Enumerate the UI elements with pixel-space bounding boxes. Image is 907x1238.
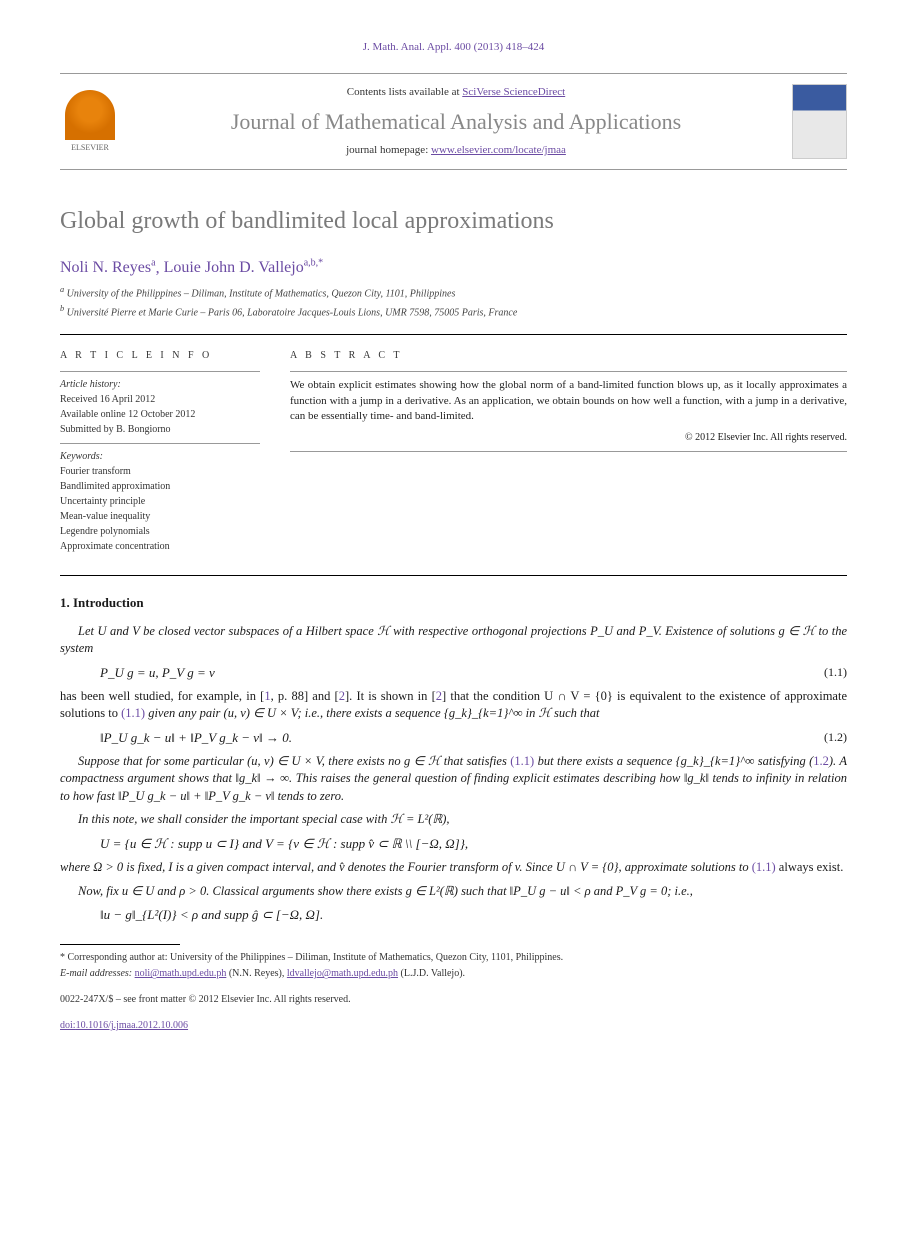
keyword: Approximate concentration — [60, 540, 260, 554]
article-info-header: A R T I C L E I N F O — [60, 349, 260, 363]
sciencedirect-link[interactable]: SciVerse ScienceDirect — [462, 86, 565, 98]
contents-line: Contents lists available at SciVerse Sci… — [135, 85, 777, 100]
elsevier-logo: ELSEVIER — [60, 87, 120, 157]
journal-name: Journal of Mathematical Analysis and App… — [135, 109, 777, 135]
equation-1-1: P_U g = u, P_V g = v (1.1) — [60, 664, 847, 682]
affiliation-a: a University of the Philippines – Dilima… — [60, 284, 847, 301]
intro-p4: In this note, we shall consider the impo… — [60, 811, 847, 829]
keyword: Bandlimited approximation — [60, 480, 260, 494]
email-link-1[interactable]: noli@math.upd.edu.ph — [135, 968, 227, 979]
equation-uv-def: U = {u ∈ ℋ : supp u ⊂ I} and V = {v ∈ ℋ … — [60, 835, 847, 853]
authors: Noli N. Reyesa, Louie John D. Vallejoa,b… — [60, 257, 847, 280]
eqref-1-1c[interactable]: (1.1) — [752, 860, 776, 874]
eqref-1-2[interactable]: 1.2 — [813, 754, 829, 768]
author-2: Louie John D. Vallejoa,b,* — [164, 259, 324, 276]
keywords-label: Keywords: — [60, 450, 260, 464]
abstract-copyright: © 2012 Elsevier Inc. All rights reserved… — [290, 431, 847, 445]
abstract-text: We obtain explicit estimates showing how… — [290, 378, 847, 424]
homepage-link[interactable]: www.elsevier.com/locate/jmaa — [431, 144, 566, 156]
history-label: Article history: — [60, 378, 260, 392]
abstract-header: A B S T R A C T — [290, 349, 847, 363]
contents-prefix: Contents lists available at — [347, 86, 462, 98]
elsevier-label: ELSEVIER — [71, 142, 109, 153]
elsevier-tree-icon — [65, 90, 115, 140]
affiliation-b: b Université Pierre et Marie Curie – Par… — [60, 303, 847, 320]
front-matter: 0022-247X/$ – see front matter © 2012 El… — [60, 993, 847, 1007]
header-center: Contents lists available at SciVerse Sci… — [135, 85, 777, 158]
doi-link[interactable]: doi:10.1016/j.jmaa.2012.10.006 — [60, 1020, 188, 1031]
info-abstract-row: A R T I C L E I N F O Article history: R… — [60, 349, 847, 555]
citation-header: J. Math. Anal. Appl. 400 (2013) 418–424 — [60, 40, 847, 55]
journal-cover-thumbnail — [792, 84, 847, 159]
corresponding-author-footnote: * Corresponding author at: University of… — [60, 951, 847, 965]
submitted-by: Submitted by B. Bongiorno — [60, 423, 260, 437]
author-1: Noli N. Reyesa — [60, 259, 156, 276]
intro-p2: has been well studied, for example, in [… — [60, 688, 847, 723]
footnote-divider — [60, 944, 180, 945]
article-info-column: A R T I C L E I N F O Article history: R… — [60, 349, 260, 555]
abstract-column: A B S T R A C T We obtain explicit estim… — [290, 349, 847, 555]
eqref-1-1b[interactable]: (1.1) — [510, 754, 534, 768]
intro-p3: Suppose that for some particular (u, v) … — [60, 753, 847, 806]
divider — [60, 575, 847, 576]
received-date: Received 16 April 2012 — [60, 393, 260, 407]
eqref-1-1[interactable]: (1.1) — [121, 706, 145, 720]
intro-p6: Now, fix u ∈ U and ρ > 0. Classical argu… — [60, 883, 847, 901]
keyword: Mean-value inequality — [60, 510, 260, 524]
homepage-line: journal homepage: www.elsevier.com/locat… — [135, 143, 777, 158]
article-title: Global growth of bandlimited local appro… — [60, 205, 847, 239]
email-link-2[interactable]: ldvallejo@math.upd.edu.ph — [287, 968, 398, 979]
section-intro-header: 1. Introduction — [60, 594, 847, 612]
equation-norm-supp: ‖u − g‖_{L²(I)} < ρ and supp ĝ ⊂ [−Ω, Ω]… — [60, 906, 847, 924]
intro-p1: Let U and V be closed vector subspaces o… — [60, 623, 847, 658]
online-date: Available online 12 October 2012 — [60, 408, 260, 422]
equation-number: (1.1) — [824, 664, 847, 681]
keyword: Fourier transform — [60, 465, 260, 479]
doi-line: doi:10.1016/j.jmaa.2012.10.006 — [60, 1019, 847, 1033]
intro-p5: where Ω > 0 is fixed, I is a given compa… — [60, 859, 847, 877]
keyword: Legendre polynomials — [60, 525, 260, 539]
divider — [60, 334, 847, 335]
homepage-prefix: journal homepage: — [346, 144, 431, 156]
journal-header: ELSEVIER Contents lists available at Sci… — [60, 73, 847, 170]
equation-number: (1.2) — [824, 729, 847, 746]
keyword: Uncertainty principle — [60, 495, 260, 509]
email-footnote: E-mail addresses: noli@math.upd.edu.ph (… — [60, 967, 847, 981]
equation-1-2: ‖P_U g_k − u‖ + ‖P_V g_k − v‖ → 0. (1.2) — [60, 729, 847, 747]
